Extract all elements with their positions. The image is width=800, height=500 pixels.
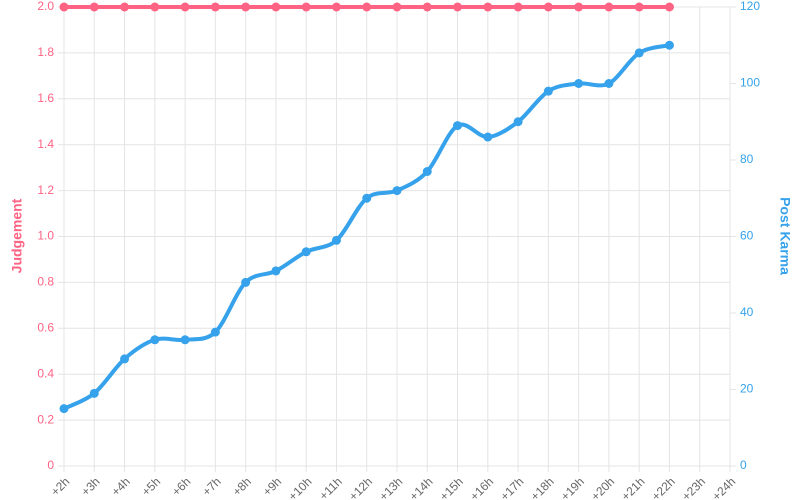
data-point [180,2,190,12]
y2-tick-label: 80 [740,152,754,166]
data-point [301,247,311,257]
x-tick-label: +8h [230,474,254,498]
data-point [604,2,614,12]
x-tick-label: +16h [467,474,496,500]
y-tick-label: 1.0 [37,229,54,243]
data-point [543,2,553,12]
y-tick-label: 1.2 [37,183,54,197]
data-point [120,354,130,364]
y2-tick-label: 60 [740,229,754,243]
y-tick-label: 0.2 [37,412,54,426]
y-tick-label: 0.6 [37,320,54,334]
data-point [422,166,432,176]
data-point [210,327,220,337]
data-point [241,2,251,12]
x-tick-label: +5h [139,474,163,498]
data-point [180,335,190,345]
data-point [150,2,160,12]
data-point [150,335,160,345]
data-point [362,2,372,12]
data-point [392,2,402,12]
x-tick-label: +11h [316,474,344,500]
data-point [271,2,281,12]
y2-tick-label: 40 [740,305,754,319]
y-tick-label: 0.4 [37,366,54,380]
data-point [271,266,281,276]
data-point [574,79,584,88]
data-point [331,235,341,245]
x-tick-label: +23h [679,474,708,500]
y2-axis-title: Post Karma [777,197,793,275]
data-point [453,121,463,131]
x-tick-label: +10h [286,474,315,500]
x-tick-label: +20h [588,474,617,500]
x-tick-label: +22h [649,474,678,500]
data-point [89,2,99,12]
data-point [483,2,493,12]
y-tick-label: 0 [47,458,54,472]
data-point [362,193,372,203]
y-axis-title: Judgement [9,198,25,273]
y2-tick-label: 0 [740,458,747,472]
data-point [483,132,493,142]
y-tick-label: 1.6 [37,91,54,105]
x-tick-label: +4h [109,474,133,498]
data-point [120,2,130,12]
data-point [543,86,553,96]
data-point [241,277,251,287]
y-tick-label: 0.8 [37,275,54,289]
data-point [331,2,341,12]
data-point [634,48,644,58]
x-tick-label: +21h [619,474,648,500]
y-tick-label: 2.0 [37,0,54,13]
x-tick-label: +14h [407,474,436,500]
y2-tick-label: 100 [740,76,760,90]
x-tick-label: +19h [558,474,587,500]
data-point [210,2,220,12]
data-point [513,117,523,127]
data-point [59,404,69,414]
x-tick-label: +24h [709,474,738,500]
data-point [604,79,614,88]
y2-tick-label: 120 [740,0,760,13]
x-tick-label: +17h [497,474,526,500]
x-tick-label: +15h [437,474,466,500]
y-tick-label: 1.4 [37,137,54,151]
data-point [634,2,644,12]
data-point [453,2,463,12]
x-tick-label: +7h [199,474,223,498]
data-point [513,2,523,12]
data-point [574,2,584,12]
x-tick-label: +18h [528,474,557,500]
y2-tick-label: 20 [740,382,754,396]
data-point [301,2,311,12]
x-tick-label: +13h [376,474,405,500]
x-tick-label: +6h [169,474,193,498]
data-point [664,2,674,12]
x-tick-label: +9h [260,474,284,498]
y-tick-label: 1.8 [37,45,54,59]
x-tick-label: +12h [346,474,375,500]
data-point [59,2,69,12]
data-point [89,388,99,398]
x-tick-label: +3h [78,474,102,498]
data-point [664,40,674,50]
x-tick-label: +2h [48,474,72,498]
data-point [392,186,402,196]
data-point [422,2,432,12]
